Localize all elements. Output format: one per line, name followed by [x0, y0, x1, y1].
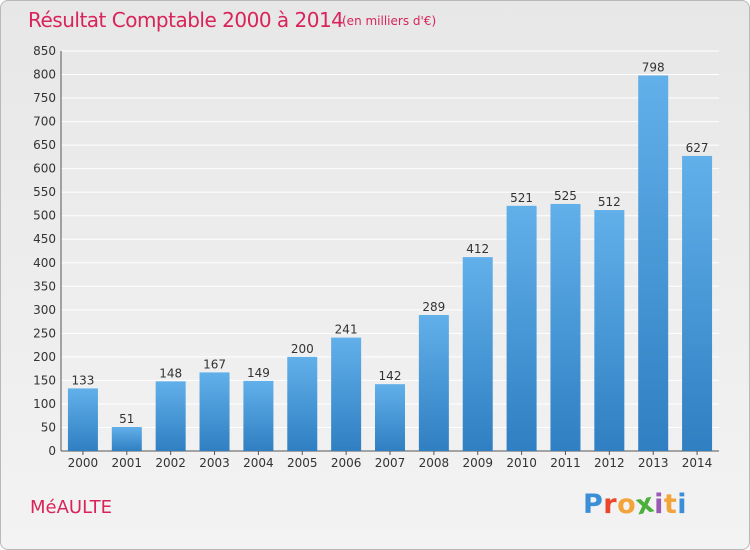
bar-2014 [682, 155, 713, 452]
y-tick-label: 550 [33, 185, 56, 199]
logo-letter: r [603, 489, 618, 520]
chart-title: Résultat Comptable 2000 à 2014 [28, 8, 344, 32]
logo-letter: o [617, 489, 637, 520]
y-tick-label: 250 [33, 326, 56, 340]
y-tick-label: 0 [48, 444, 56, 458]
y-tick-label: 450 [33, 232, 56, 246]
x-tick-label: 2012 [594, 456, 625, 470]
data-label: 289 [422, 300, 445, 314]
bar-2007 [375, 384, 405, 451]
proxiti-logo[interactable]: Proxiti [583, 487, 688, 521]
x-tick-label: 2004 [243, 456, 274, 470]
bar-2008 [418, 315, 449, 451]
data-label: 512 [598, 195, 621, 209]
x-tick-label: 2010 [506, 456, 537, 470]
commune-name: MéAULTE [30, 497, 113, 518]
x-tick-label: 2003 [199, 456, 230, 470]
data-label: 167 [203, 357, 226, 371]
y-tick-label: 200 [33, 350, 56, 364]
x-tick-label: 2013 [638, 456, 669, 470]
data-label: 521 [510, 191, 533, 205]
y-tick-label: 700 [33, 115, 56, 129]
y-tick-label: 750 [33, 91, 56, 105]
data-label: 200 [291, 342, 314, 356]
bar-2011 [550, 203, 581, 451]
x-tick-label: 2014 [682, 456, 713, 470]
x-tick-label: 2007 [375, 456, 406, 470]
logo-letter: i [677, 489, 688, 520]
y-tick-label: 650 [33, 138, 56, 152]
data-label: 133 [71, 373, 94, 387]
bar-2009 [462, 257, 493, 451]
bar-2010 [506, 205, 537, 451]
x-tick-label: 2000 [68, 456, 99, 470]
bar-2012 [594, 210, 625, 451]
y-tick-label: 500 [33, 209, 56, 223]
bar-2004 [243, 380, 274, 451]
y-tick-label: 600 [33, 162, 56, 176]
y-tick-label: 400 [33, 256, 56, 270]
data-label: 627 [686, 141, 709, 155]
logo-letter: P [583, 489, 604, 520]
bar-2003 [199, 372, 230, 451]
bar-chart: 0 50 100 150 200 250 300 350 400 450 500 550 600 650 7… [33, 44, 719, 470]
x-tick-label: 2002 [155, 456, 186, 470]
x-tick-label: 2001 [112, 456, 143, 470]
y-tick-label: 100 [33, 397, 56, 411]
data-label: 51 [119, 412, 134, 426]
bar-2002 [155, 381, 186, 451]
logo-letter: i [654, 489, 664, 520]
data-label: 525 [554, 189, 577, 203]
y-tick-label: 350 [33, 279, 56, 293]
data-label: 412 [466, 242, 489, 256]
y-tick-label: 150 [33, 373, 56, 387]
y-tick-label: 850 [33, 44, 56, 58]
y-tick-label: 300 [33, 303, 56, 317]
x-tick-label: 2009 [462, 456, 493, 470]
x-tick-label: 2005 [287, 456, 318, 470]
bar-2005 [287, 356, 318, 451]
bar-2013 [638, 75, 669, 452]
logo-letter: t [663, 489, 678, 520]
bar-2006 [331, 337, 362, 451]
y-tick-label: 800 [33, 68, 56, 82]
data-label: 142 [379, 369, 402, 383]
y-tick-label: 50 [41, 420, 56, 434]
chart-subtitle: (en milliers d'€) [342, 14, 437, 28]
data-label: 149 [247, 366, 270, 380]
x-tick-label: 2008 [419, 456, 450, 470]
x-tick-label: 2011 [550, 456, 581, 470]
data-label: 241 [335, 323, 358, 337]
data-label: 148 [159, 366, 182, 380]
data-label: 798 [642, 60, 665, 74]
bar-2000 [67, 388, 98, 451]
bar-2001 [111, 427, 142, 451]
x-tick-label: 2006 [331, 456, 362, 470]
